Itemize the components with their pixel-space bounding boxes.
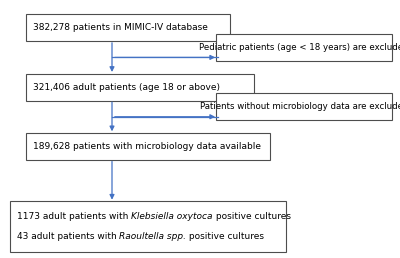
Text: Raoultella spp.: Raoultella spp.: [120, 232, 186, 241]
Text: 382,278 patients in MIMIC-IV database: 382,278 patients in MIMIC-IV database: [33, 23, 208, 32]
Text: 43 adult patients with: 43 adult patients with: [17, 232, 120, 241]
Text: Pediatric patients (age < 18 years) are excluded: Pediatric patients (age < 18 years) are …: [199, 43, 400, 52]
Text: positive cultures: positive cultures: [186, 232, 264, 241]
Text: 321,406 adult patients (age 18 or above): 321,406 adult patients (age 18 or above): [33, 83, 220, 92]
FancyBboxPatch shape: [26, 133, 270, 160]
Text: Klebsiella oxytoca: Klebsiella oxytoca: [131, 212, 212, 221]
FancyBboxPatch shape: [216, 93, 392, 120]
Text: positive cultures: positive cultures: [212, 212, 290, 221]
FancyBboxPatch shape: [10, 201, 286, 252]
Text: 1173 adult patients with: 1173 adult patients with: [17, 212, 131, 221]
Text: 189,628 patients with microbiology data available: 189,628 patients with microbiology data …: [33, 142, 261, 151]
Text: Patients without microbiology data are excluded: Patients without microbiology data are e…: [200, 102, 400, 111]
FancyBboxPatch shape: [26, 14, 230, 41]
FancyBboxPatch shape: [26, 74, 254, 101]
FancyBboxPatch shape: [216, 34, 392, 61]
